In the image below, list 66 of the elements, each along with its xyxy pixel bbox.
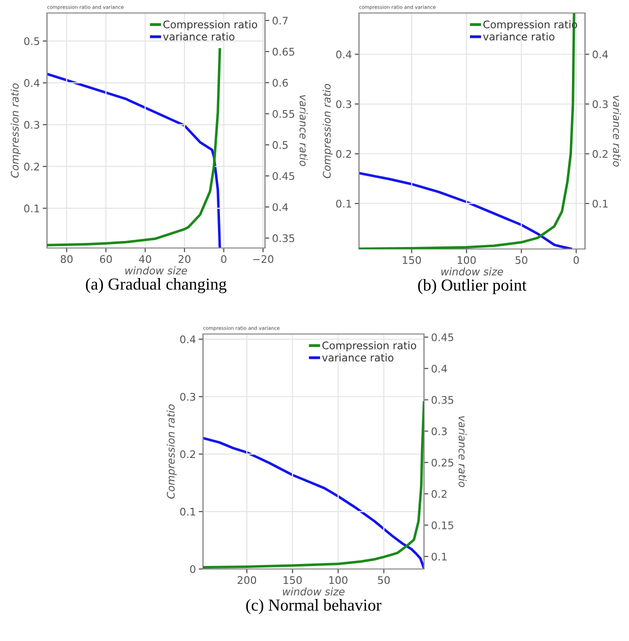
x-tick-label: 100 — [329, 576, 348, 584]
legend-label: variance ratio — [163, 32, 234, 41]
y-tick-label: 0.2 — [180, 450, 196, 458]
y2-tick-label: 0.4 — [592, 50, 608, 58]
y2-tick-label: 0.55 — [272, 110, 294, 118]
text: (a) Gradual changing — [86, 278, 226, 294]
y2-tick-label: 0.5 — [272, 141, 288, 149]
y-tick-label: 0.3 — [336, 100, 352, 108]
x-tick-label: −20 — [253, 255, 274, 264]
x-tick-label: 100 — [458, 256, 476, 264]
x-tick-label: 50 — [378, 576, 390, 584]
x-tick-label: 0 — [221, 255, 226, 264]
y-axis-title: Compression ratio — [166, 404, 177, 499]
x-tick-label: 0 — [574, 256, 579, 264]
legend-label: Compression ratio — [322, 341, 416, 352]
y2-axis-title: variance ratio — [458, 416, 467, 488]
y2-tick-label: 0.15 — [432, 521, 454, 530]
x-tick-label: 80 — [60, 255, 73, 264]
y2-tick-label: 0.4 — [432, 364, 447, 373]
y2-tick-label: 0.45 — [272, 172, 294, 180]
x-tick-label: 50 — [516, 256, 528, 264]
y-tick-label: 0.1 — [336, 200, 352, 208]
x-axis-title: window size — [282, 587, 345, 596]
x-tick-label: 150 — [402, 256, 421, 264]
legend-label: variance ratio — [322, 353, 394, 362]
legend-label: variance ratio — [483, 32, 554, 41]
y2-tick-label: 0.2 — [432, 490, 446, 498]
y-tick-label: 0.1 — [180, 508, 196, 516]
line-series — [359, 172, 572, 249]
y2-tick-label: 0.2 — [592, 150, 608, 158]
y-tick-label: 0.2 — [336, 150, 352, 158]
x-tick-label: 20 — [178, 255, 190, 264]
y2-axis-title: variance ratio — [612, 96, 622, 167]
y-tick-label: 0.1 — [24, 204, 40, 212]
y2-tick-label: 0.7 — [272, 16, 288, 25]
y2-tick-label: 0.35 — [272, 234, 294, 242]
y-tick-label: 0.5 — [24, 37, 40, 46]
y2-tick-label: 0.3 — [592, 100, 608, 108]
y2-tick-label: 0.35 — [432, 396, 454, 404]
x-axis-title: window size — [441, 267, 504, 276]
y2-tick-label: 0.45 — [432, 333, 454, 342]
y-tick-label: 0.4 — [24, 79, 40, 87]
x-tick-label: 40 — [139, 255, 152, 264]
y2-tick-label: 0.6 — [272, 78, 288, 87]
y-tick-label: 0.3 — [180, 392, 196, 401]
text: (b) Outlier point — [418, 279, 527, 294]
y2-axis-title: variance ratio — [300, 95, 308, 166]
y-tick-label: 0.3 — [24, 120, 40, 129]
y-tick-label: 0.2 — [24, 162, 40, 171]
y-axis-title: Compression ratio — [322, 84, 333, 178]
y-axis-title: Compression ratio — [10, 83, 21, 178]
text: (c) Normal behavior — [246, 599, 382, 614]
y2-tick-label: 0.1 — [592, 200, 608, 208]
y-tick-label: 0.4 — [180, 335, 196, 344]
x-tick-label: 60 — [100, 255, 112, 264]
legend-label: Compression ratio — [163, 20, 258, 30]
x-tick-label: 150 — [284, 576, 302, 584]
y2-tick-label: 0.4 — [272, 203, 288, 212]
x-tick-label: 200 — [238, 576, 256, 584]
y-tick-label: 0 — [190, 565, 196, 574]
y2-tick-label: 0.65 — [272, 48, 294, 56]
y2-tick-label: 0.25 — [432, 458, 454, 467]
y2-tick-label: 0.3 — [432, 427, 447, 436]
x-axis-title: window size — [125, 266, 188, 274]
y-tick-label: 0.4 — [336, 50, 352, 58]
y2-tick-label: 0.1 — [432, 552, 447, 561]
